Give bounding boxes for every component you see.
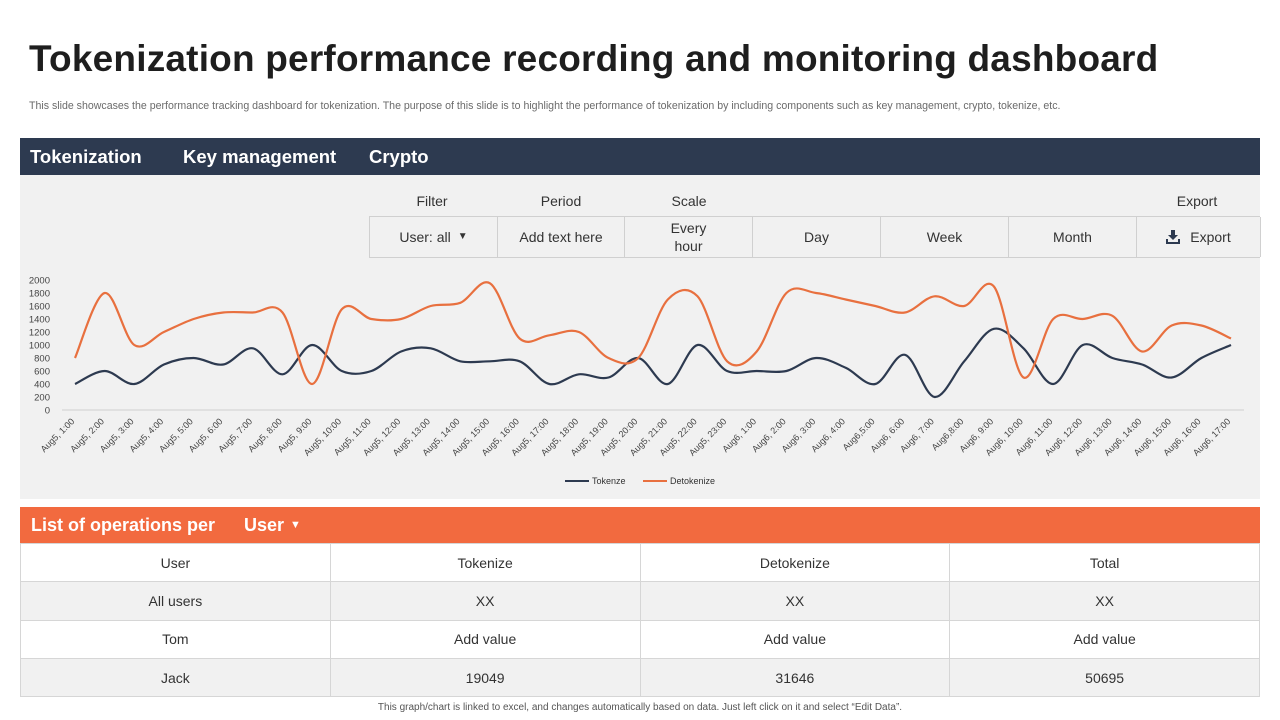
page-subtitle: This slide showcases the performance tra… <box>29 100 1061 112</box>
table-cell: All users <box>20 581 331 621</box>
export-label: Export <box>1176 193 1218 209</box>
table-cell: XX <box>949 581 1260 621</box>
page-title: Tokenization performance recording and m… <box>29 38 1159 79</box>
export-button[interactable]: Export <box>1137 217 1261 257</box>
user-filter-dropdown[interactable]: User: all ▼ <box>370 217 498 257</box>
download-icon <box>1166 230 1181 244</box>
table-row: Jack 19049 31646 50695 <box>20 657 1260 698</box>
table-row: All users XX XX XX <box>20 581 1260 621</box>
table-cell: XX <box>639 581 951 621</box>
table-row: Tom Add value Add value Add value <box>20 619 1260 659</box>
tab-key-management[interactable]: Key management <box>183 146 337 167</box>
column-header-total: Total <box>949 542 1260 583</box>
y-tick-label: 1400 <box>29 315 50 326</box>
table-cell[interactable]: Add value <box>949 619 1260 659</box>
operations-user-value: User <box>244 515 285 535</box>
scale-month-button[interactable]: Month <box>1009 217 1137 257</box>
footnote: This graph/chart is linked to excel, and… <box>377 702 903 713</box>
y-tick-label: 1600 <box>29 302 50 313</box>
table-cell: Tom <box>20 619 331 659</box>
tab-tokenization[interactable]: Tokenization <box>30 146 142 167</box>
y-tick-label: 2000 <box>29 276 50 287</box>
operations-user-dropdown[interactable]: User ▼ <box>244 507 301 543</box>
scale-label: Scale <box>671 193 707 209</box>
scale-every-hour-line2: hour <box>674 238 703 254</box>
period-label: Period <box>540 193 582 209</box>
legend-label-detokenize: Detokenize <box>670 476 715 486</box>
y-tick-label: 0 <box>45 406 50 417</box>
operations-table: User Tokenize Detokenize Total All users… <box>20 542 1260 698</box>
legend-label-tokenze: Tokenze <box>592 476 626 486</box>
table-cell: 50695 <box>949 657 1260 698</box>
controls-bar: User: all ▼ Add text here Every hour Day… <box>369 216 1261 258</box>
column-header-detokenize: Detokenize <box>639 542 951 583</box>
scale-every-hour-line1: Every <box>670 220 707 236</box>
table-header-row: User Tokenize Detokenize Total <box>20 542 1260 583</box>
operations-header-bar: List of operations per User ▼ <box>20 507 1260 543</box>
scale-day-button[interactable]: Day <box>753 217 881 257</box>
series-line-detokenize <box>73 281 1232 386</box>
period-input[interactable]: Add text here <box>498 217 625 257</box>
table-cell: Jack <box>20 657 331 698</box>
column-header-user: User <box>20 542 331 583</box>
table-cell[interactable]: Add value <box>639 619 951 659</box>
y-tick-label: 200 <box>34 393 50 404</box>
y-tick-label: 1000 <box>29 341 50 352</box>
y-tick-label: 800 <box>34 354 50 365</box>
scale-week-button[interactable]: Week <box>881 217 1009 257</box>
dashboard-nav-bar: Tokenization Key management Crypto <box>20 138 1260 175</box>
chart-panel <box>20 175 1260 499</box>
table-cell: 31646 <box>639 657 951 698</box>
export-button-label: Export <box>1190 229 1231 245</box>
operations-title: List of operations per <box>31 515 216 535</box>
chevron-down-icon: ▼ <box>457 231 468 242</box>
line-chart: 0200400600800100012001400160018002000Aug… <box>29 276 1244 486</box>
scale-every-hour-button[interactable]: Every hour <box>625 217 753 257</box>
y-tick-label: 1800 <box>29 289 50 300</box>
y-tick-label: 600 <box>34 367 50 378</box>
y-tick-label: 400 <box>34 380 50 391</box>
caret-down-icon: ▼ <box>290 519 301 531</box>
tab-crypto[interactable]: Crypto <box>369 146 429 167</box>
table-cell: XX <box>329 581 641 621</box>
series-line-tokenze <box>74 327 1232 399</box>
user-filter-value: User: all <box>399 229 451 245</box>
table-cell: 19049 <box>329 657 641 698</box>
table-cell[interactable]: Add value <box>329 619 641 659</box>
y-tick-label: 1200 <box>29 328 50 339</box>
column-header-tokenize: Tokenize <box>329 542 641 583</box>
filter-label: Filter <box>416 193 448 209</box>
